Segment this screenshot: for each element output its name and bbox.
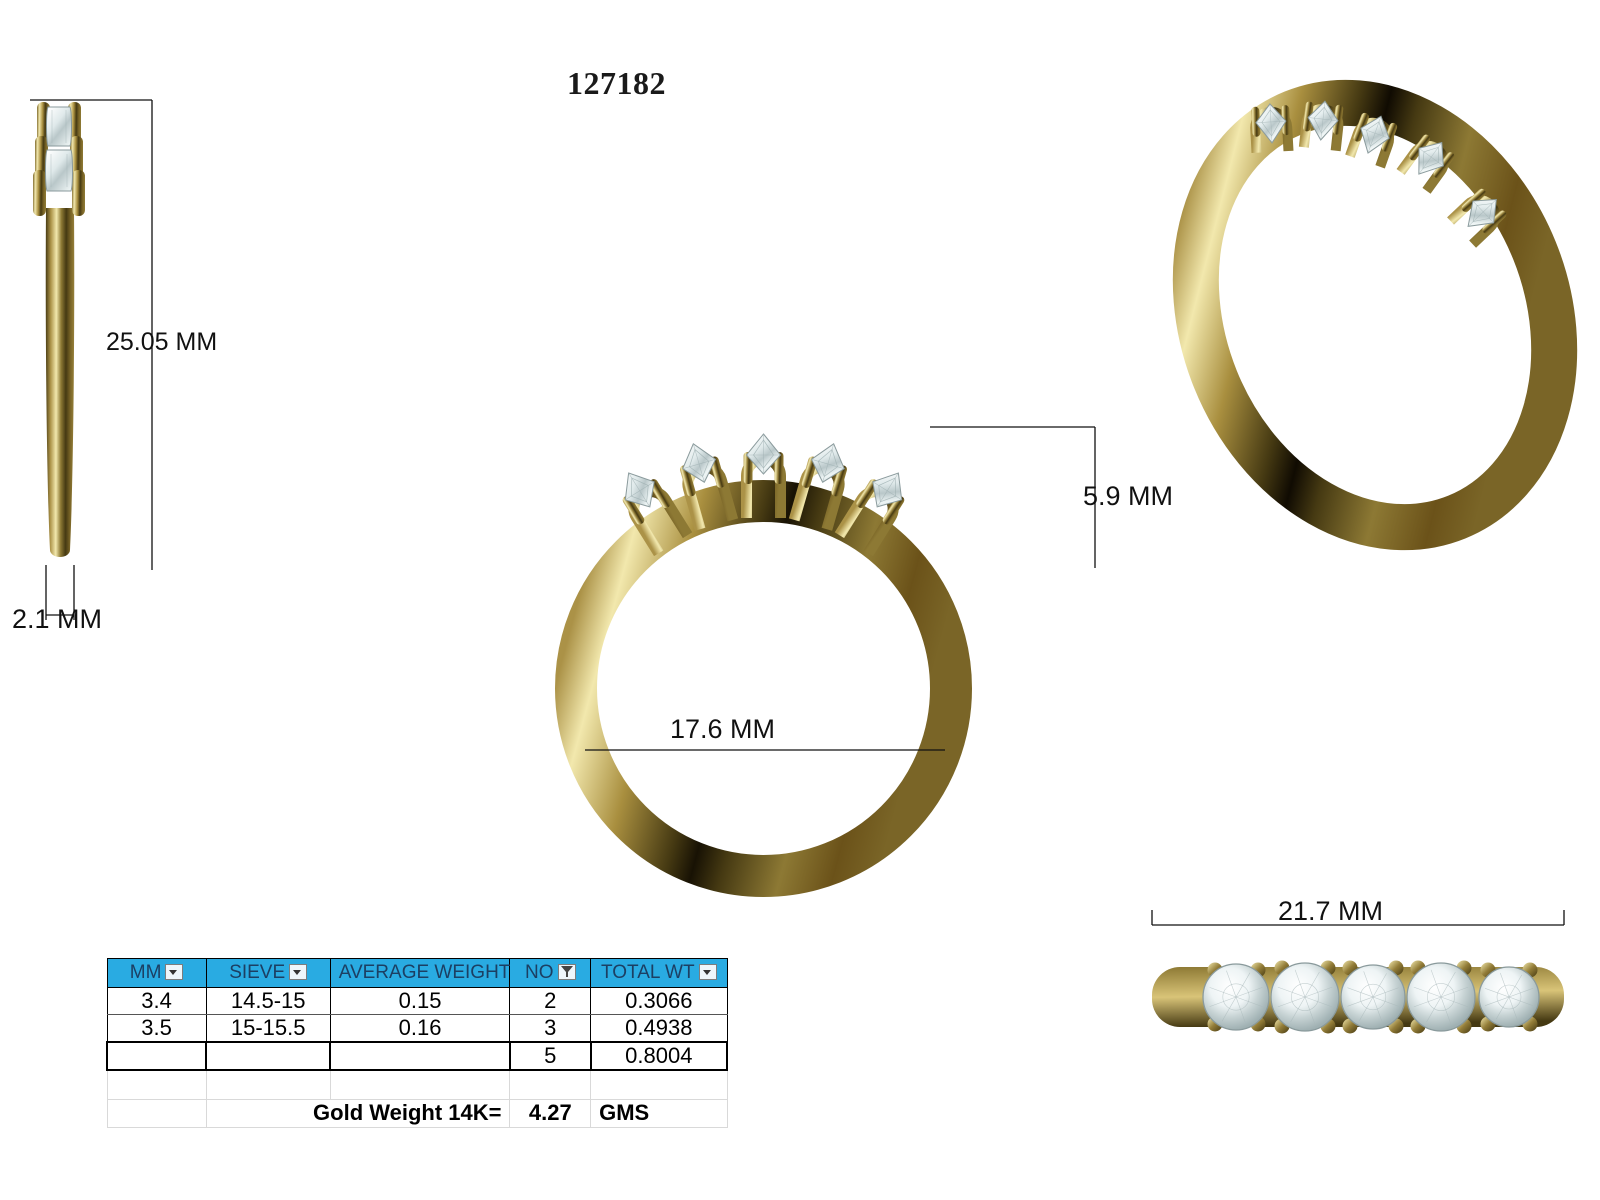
svg-text:21.7 MM: 21.7 MM	[1278, 896, 1383, 926]
svg-text:25.05 MM: 25.05 MM	[106, 328, 217, 356]
svg-text:2.1 MM: 2.1 MM	[12, 604, 102, 630]
svg-text:17.6 MM: 17.6 MM	[670, 714, 775, 744]
